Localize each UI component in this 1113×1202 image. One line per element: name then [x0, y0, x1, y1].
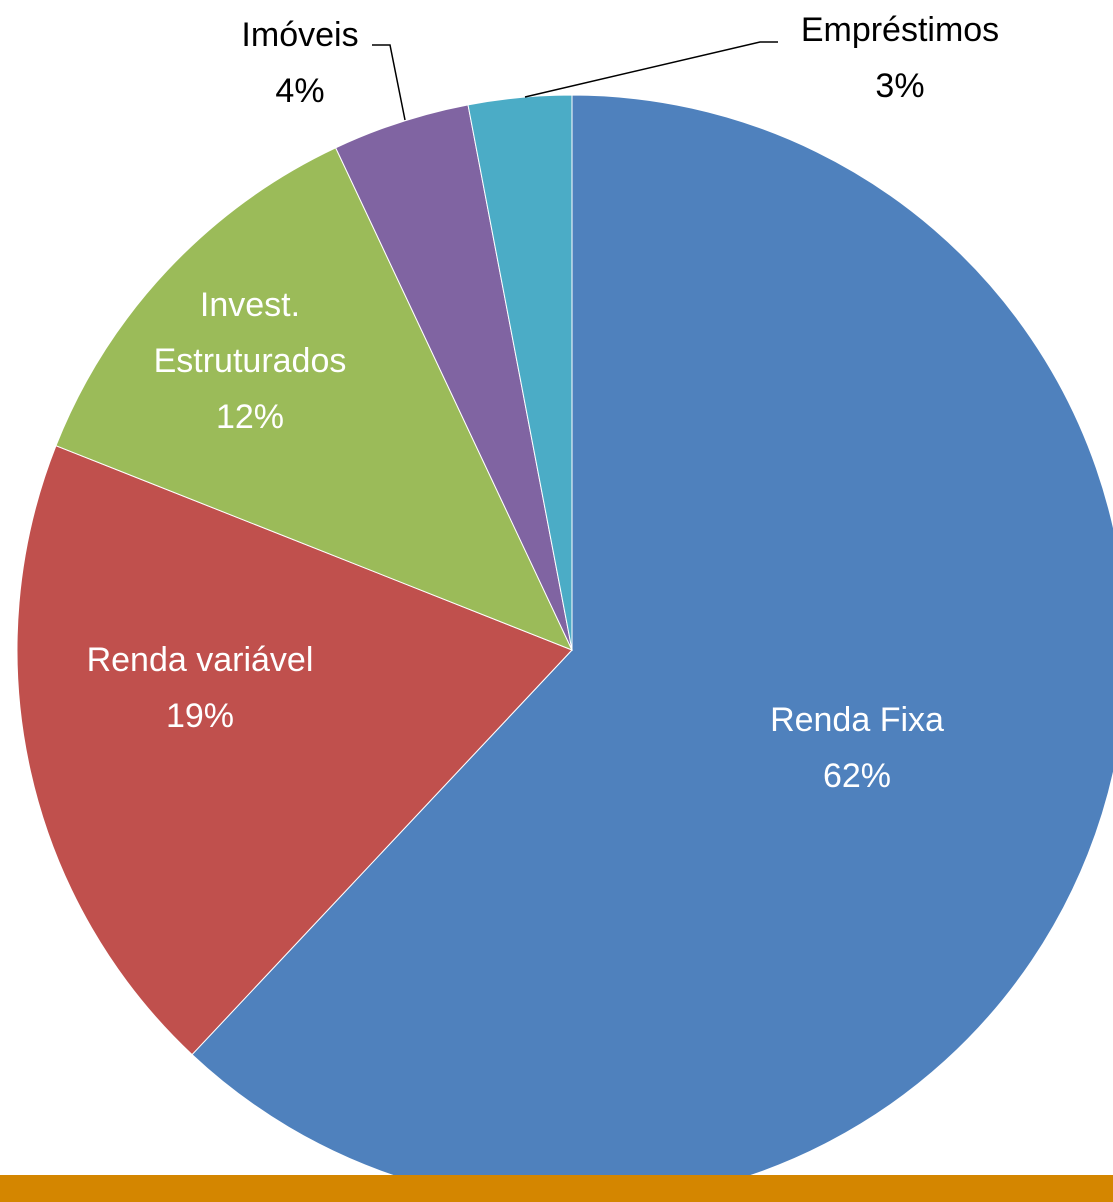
slice-label: Imóveis — [241, 16, 358, 54]
slice-label: Estruturados — [154, 342, 347, 380]
value-label: 19% — [166, 697, 234, 735]
footer-bar — [0, 1175, 1113, 1202]
value-label: 12% — [216, 398, 284, 436]
pie-slice — [16, 445, 573, 1056]
slice-label: Renda variável — [87, 641, 314, 679]
pie-slice — [55, 147, 573, 651]
slice-label: Renda Fixa — [770, 701, 944, 739]
slice-label: Invest. — [200, 286, 300, 324]
pie-slice — [467, 94, 573, 651]
leader-line — [524, 41, 778, 98]
value-label: 3% — [875, 67, 924, 105]
value-label: 62% — [823, 757, 891, 795]
value-label: 4% — [275, 72, 324, 110]
slice-label: Empréstimos — [801, 11, 999, 49]
pie — [16, 94, 1113, 1202]
leader-line — [372, 44, 406, 121]
